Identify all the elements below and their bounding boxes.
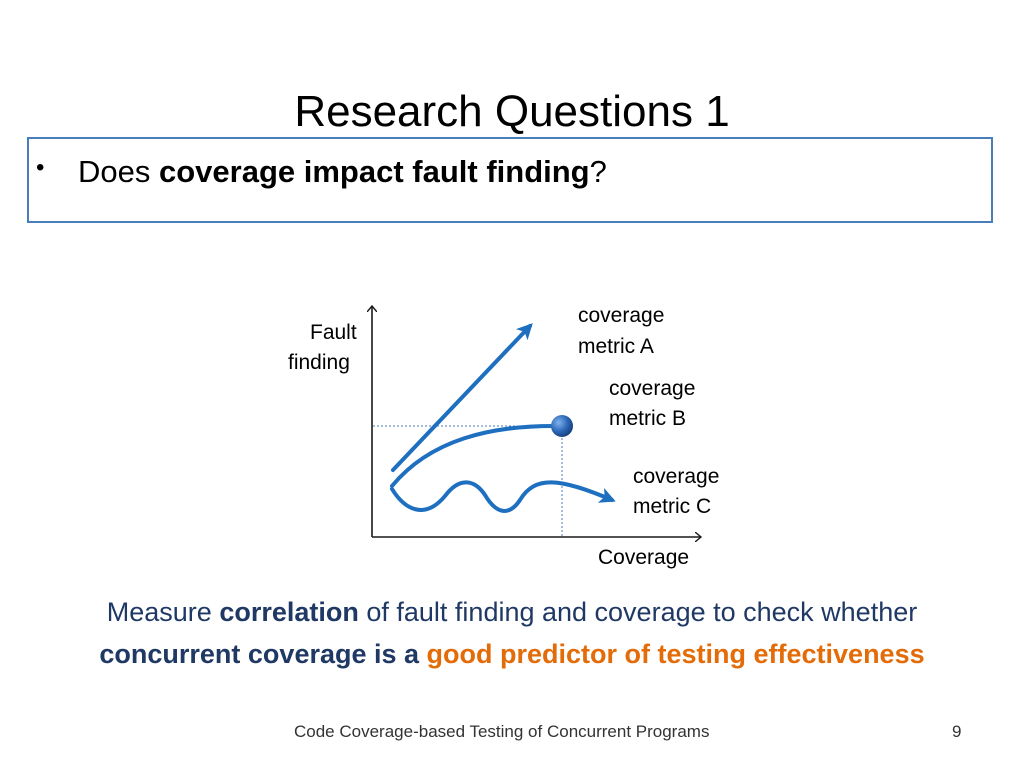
- metric-a-label-line1: coverage: [578, 304, 665, 327]
- metric-c-label-line2: metric C: [633, 495, 712, 518]
- metric-c-label-line1: coverage: [633, 465, 720, 488]
- conclusion-rest: of fault finding and coverage to check w…: [358, 597, 918, 627]
- bullet-marker: •: [36, 154, 45, 181]
- question-emphasis: coverage impact fault finding: [158, 154, 590, 189]
- x-axis-label: Coverage: [598, 546, 690, 569]
- metric-a-label-line2: metric A: [578, 335, 654, 358]
- metric-b-label-line1: coverage: [609, 377, 696, 400]
- conclusion-concurrent: concurrent coverage is a: [99, 639, 427, 669]
- y-axis-label-line1: Fault: [310, 321, 357, 344]
- question-box: [27, 137, 993, 223]
- curve-metric-a: [391, 323, 533, 472]
- conclusion-measure: Measure: [106, 597, 220, 627]
- footer-title: Code Coverage-based Testing of Concurren…: [294, 722, 710, 741]
- conclusion-good-predictor: good predictor of testing effectiveness: [426, 639, 925, 669]
- question-lead: Does: [78, 154, 159, 189]
- y-axis-label-line2: finding: [288, 351, 350, 374]
- page-number: 9: [952, 722, 962, 741]
- conclusion-correlation: correlation: [219, 597, 359, 627]
- question-text: Does coverage impact fault finding?: [78, 152, 607, 192]
- question-tail: ?: [589, 154, 607, 189]
- metric-b-label-line2: metric B: [609, 407, 687, 430]
- conclusion-line-1: Measure correlation of fault finding and…: [0, 592, 1024, 632]
- conclusion-line-2: concurrent coverage is a good predictor …: [0, 634, 1024, 674]
- curve-metric-c: [390, 480, 616, 513]
- intersection-point: [551, 415, 573, 437]
- slide-title: Research Questions 1: [294, 87, 730, 136]
- curve-metric-b: [390, 423, 562, 488]
